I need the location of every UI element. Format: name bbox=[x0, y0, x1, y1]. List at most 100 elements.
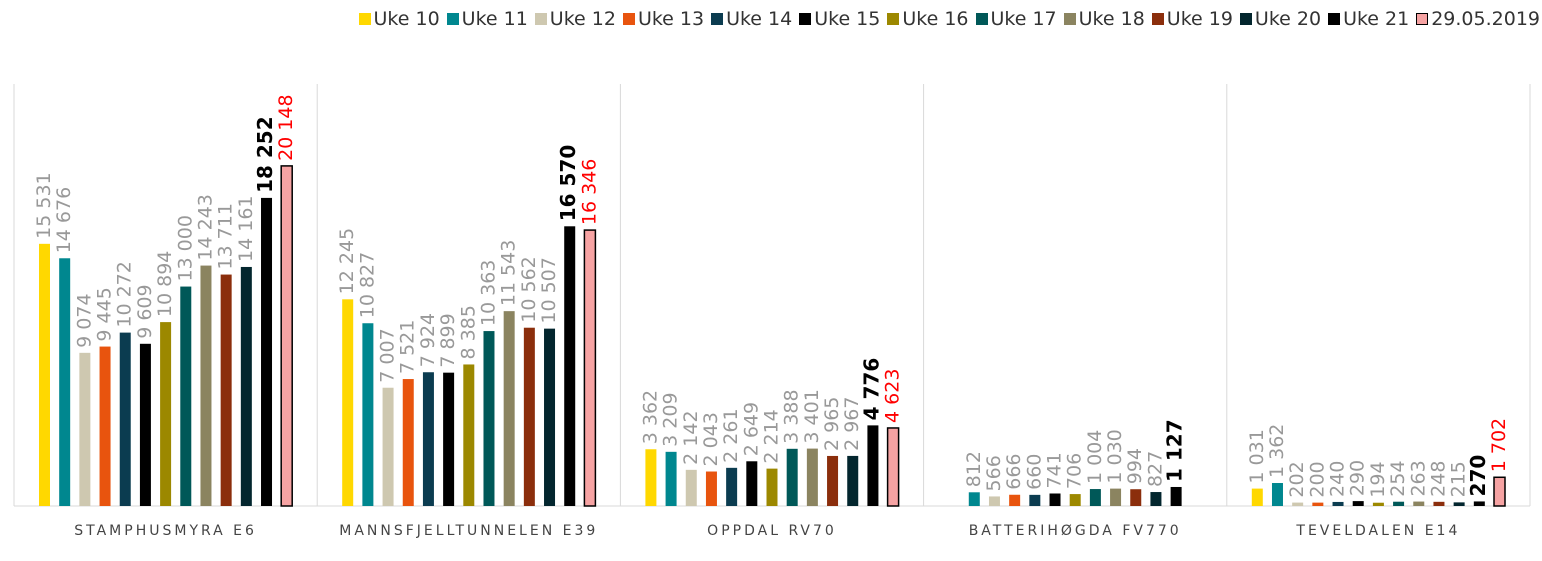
bar bbox=[443, 372, 455, 506]
legend: Uke 10 Uke 11 Uke 12 Uke 13 Uke 14 Uke 15 Uke … bbox=[40, 8, 1540, 30]
legend-label: Uke 20 bbox=[1254, 8, 1322, 30]
bar bbox=[1130, 489, 1142, 506]
bar bbox=[382, 387, 394, 506]
bar bbox=[827, 455, 839, 506]
data-label: 3 388 bbox=[781, 389, 803, 443]
legend-item: Uke 15 bbox=[799, 8, 880, 30]
data-label: 1 127 bbox=[1163, 419, 1187, 482]
data-label: 2 649 bbox=[740, 402, 762, 456]
bar bbox=[968, 492, 980, 506]
data-label: 200 bbox=[1306, 461, 1328, 497]
legend-swatch bbox=[534, 13, 547, 25]
data-label: 10 562 bbox=[518, 256, 540, 322]
data-label: 14 676 bbox=[53, 187, 75, 253]
bar bbox=[1150, 492, 1162, 506]
data-label: 3 401 bbox=[801, 389, 823, 443]
bar bbox=[665, 451, 677, 506]
data-label: 7 899 bbox=[437, 313, 459, 367]
data-label: 248 bbox=[1427, 461, 1449, 497]
legend-label: Uke 16 bbox=[902, 8, 969, 30]
legend-label: Uke 15 bbox=[814, 8, 881, 30]
data-label: 8 385 bbox=[457, 305, 479, 359]
data-label: 3 209 bbox=[660, 392, 682, 446]
legend-item: Uke 11 bbox=[446, 8, 528, 30]
bar bbox=[1029, 494, 1041, 506]
bar bbox=[1271, 483, 1283, 506]
bar bbox=[1413, 501, 1425, 506]
data-label: 994 bbox=[1124, 448, 1146, 484]
legend-swatch bbox=[446, 13, 459, 25]
legend-label: Uke 14 bbox=[726, 8, 793, 30]
bar bbox=[59, 258, 71, 506]
data-label: 11 543 bbox=[498, 240, 520, 306]
legend-swatch bbox=[1328, 13, 1341, 25]
legend-label: Uke 10 bbox=[373, 8, 440, 30]
data-label: 290 bbox=[1347, 460, 1369, 496]
legend-item: Uke 16 bbox=[887, 8, 969, 30]
legend-item: Uke 10 bbox=[358, 8, 440, 30]
bar bbox=[1493, 476, 1506, 507]
bar bbox=[503, 311, 515, 506]
data-label: 2 214 bbox=[761, 409, 783, 463]
legend-swatch bbox=[887, 13, 900, 25]
legend-swatch bbox=[975, 13, 988, 25]
bar bbox=[139, 343, 151, 506]
bar bbox=[806, 448, 818, 506]
bar bbox=[1251, 488, 1263, 506]
data-label: 10 272 bbox=[114, 261, 136, 327]
legend-label: Uke 13 bbox=[637, 8, 705, 30]
data-label: 16 346 bbox=[578, 159, 600, 225]
legend-item: Uke 21 bbox=[1328, 8, 1409, 30]
legend-swatch bbox=[622, 13, 635, 25]
x-tick-label: TEVELDALEN E14 bbox=[1296, 523, 1461, 539]
data-label: 254 bbox=[1387, 460, 1409, 496]
data-label: 202 bbox=[1286, 461, 1308, 497]
bar bbox=[886, 427, 900, 507]
bar bbox=[867, 425, 879, 506]
data-label: 1 031 bbox=[1246, 429, 1268, 483]
bar bbox=[1069, 494, 1081, 506]
data-label: 12 245 bbox=[336, 228, 358, 294]
bar bbox=[1170, 486, 1182, 506]
bar bbox=[685, 469, 697, 506]
bar bbox=[786, 448, 798, 506]
data-label: 660 bbox=[1023, 454, 1045, 490]
bar bbox=[1312, 502, 1324, 506]
data-label: 215 bbox=[1448, 461, 1470, 497]
bar bbox=[544, 328, 556, 506]
bar bbox=[583, 229, 597, 507]
x-tick-label: MANNSFJELLTUNNELEN E39 bbox=[339, 523, 599, 539]
data-label: 10 363 bbox=[477, 260, 499, 326]
data-label: 240 bbox=[1327, 461, 1349, 497]
data-label: 1 030 bbox=[1104, 429, 1126, 483]
bar bbox=[564, 226, 576, 506]
x-tick-label: BATTERIHØGDA FV770 bbox=[968, 523, 1182, 539]
data-label: 9 074 bbox=[73, 293, 95, 347]
data-label: 2 261 bbox=[720, 408, 742, 462]
legend-label: Uke 19 bbox=[1166, 8, 1233, 30]
data-label: 1 362 bbox=[1266, 424, 1288, 478]
legend-item: Uke 20 bbox=[1239, 8, 1322, 30]
bar bbox=[1110, 488, 1122, 506]
legend-swatch bbox=[711, 13, 724, 25]
legend-swatch bbox=[799, 13, 812, 25]
bar bbox=[847, 455, 859, 506]
bar bbox=[99, 346, 111, 506]
bar bbox=[342, 299, 354, 506]
legend-item: Uke 13 bbox=[622, 8, 705, 30]
bar bbox=[726, 467, 738, 506]
data-label: 7 521 bbox=[397, 320, 419, 374]
data-label: 566 bbox=[983, 455, 1005, 491]
data-label: 741 bbox=[1044, 452, 1066, 488]
legend-item: Uke 18 bbox=[1063, 8, 1145, 30]
bar bbox=[422, 372, 434, 506]
bar bbox=[1372, 502, 1384, 506]
legend-swatch bbox=[358, 13, 371, 25]
bar bbox=[119, 332, 131, 506]
legend-item: Uke 12 bbox=[534, 8, 616, 30]
x-tick-label: OPPDAL RV70 bbox=[707, 523, 837, 539]
data-label: 2 967 bbox=[841, 397, 863, 451]
bar bbox=[1393, 501, 1405, 506]
